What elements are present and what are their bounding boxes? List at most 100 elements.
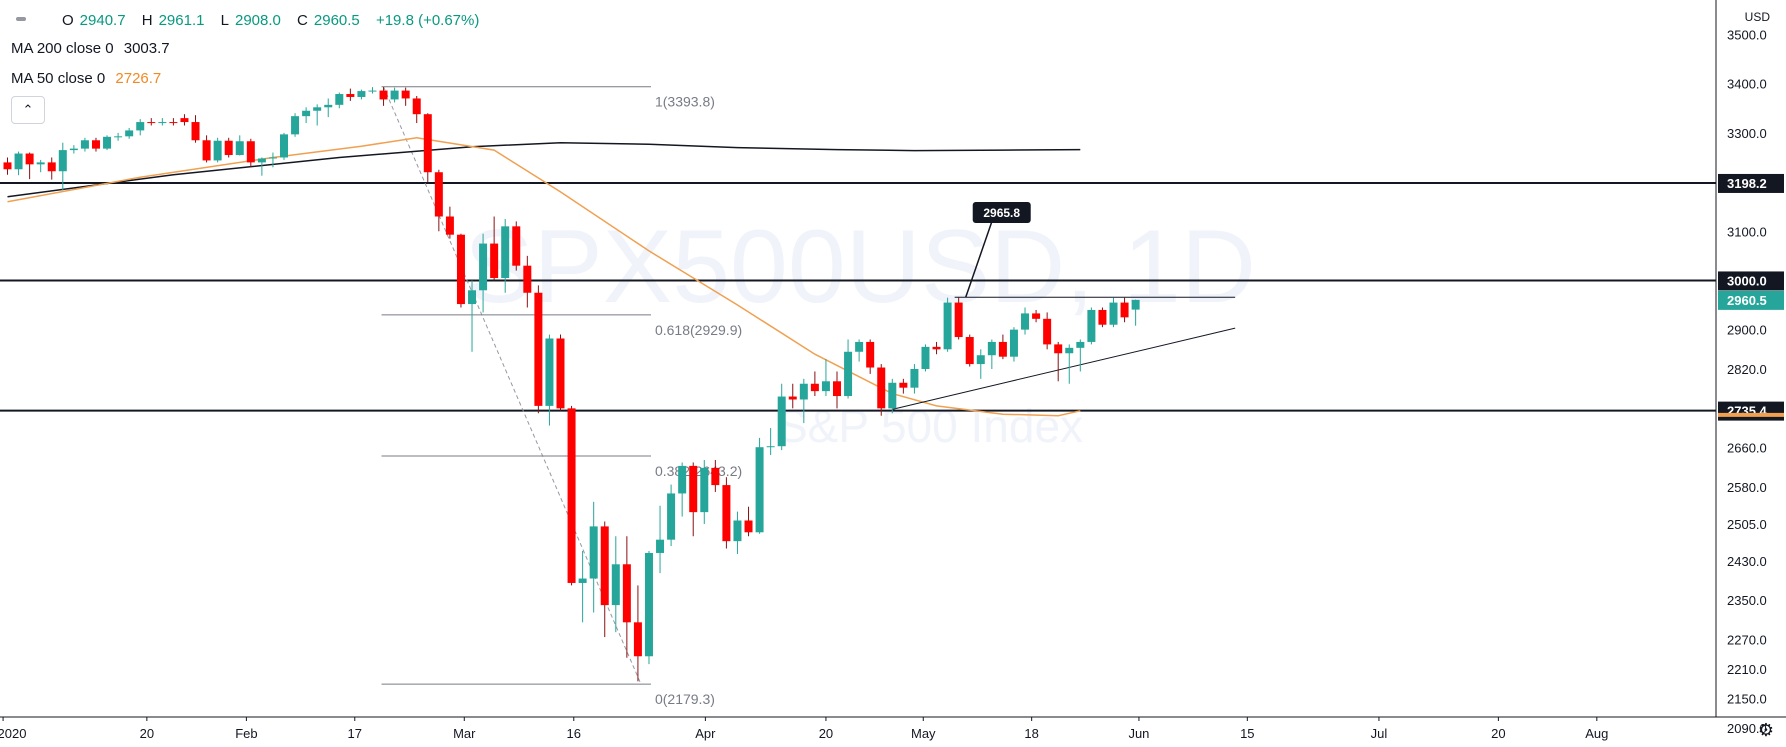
candle-33 [368,87,377,94]
candle-body [158,122,167,124]
candle-87 [965,334,974,367]
candle-78 [866,339,875,374]
candle-body [434,172,443,217]
price-tag-0: 3198.2 [1727,176,1767,191]
candle-body [976,355,985,365]
candle-101 [1120,297,1129,323]
candle-body [689,465,698,513]
y-tick-6: 2505.0 [1727,517,1767,532]
candle-body [1043,318,1052,345]
candle-body [844,351,853,397]
candle-body [224,140,233,156]
ma200-legend[interactable]: MA 200 close 0 3003.7 [11,39,176,59]
candle-86 [954,297,963,340]
y-tick-4: 2350.0 [1727,593,1767,608]
menu-icon[interactable] [11,9,31,29]
x-tick-14: Aug [1585,726,1608,741]
y-tick-10: 2900.0 [1727,323,1767,338]
gear-icon[interactable]: ⚙ [1757,720,1774,740]
candle-body [910,368,919,388]
candle-body [1032,313,1041,319]
candle-2 [25,152,34,180]
candle-42 [468,280,477,352]
ma50-axis-marker [1718,412,1784,417]
candle-body [136,122,145,131]
candle-48 [534,285,543,414]
candle-body [202,140,211,161]
candle-body [280,134,288,158]
candle-84 [932,341,941,355]
candle-31 [346,88,355,101]
x-tick-13: 20 [1491,726,1505,741]
close-value: 2960.5 [313,12,360,29]
candle-body [987,341,996,356]
candle-32 [357,89,366,100]
x-tick-8: May [911,726,936,741]
candle-16 [180,114,189,126]
candle-body [357,91,366,97]
price-tag-1: 3000.0 [1727,273,1767,288]
candle-body [1087,309,1096,342]
candle-17 [191,115,200,143]
ohlc-row: O 2940.7 H 2961.1 L 2908.0 C 2960.5 +19.8 (+… [62,12,480,29]
candle-13 [147,118,156,126]
candle-body [954,302,963,338]
callout-pointer [965,221,993,298]
candle-19 [213,137,222,163]
current-price-tag: 2960.5 [1727,293,1767,308]
candle-24 [268,152,277,168]
y-tick-2: 2210.0 [1727,662,1767,677]
candle-body [302,110,311,117]
candle-98 [1087,307,1096,345]
candle-50 [556,334,565,411]
currency-label: USD [1744,10,1770,24]
candle-body [69,148,78,151]
candle-body [722,485,731,542]
candle-74 [821,359,830,397]
y-tick-13: 3400.0 [1727,77,1767,92]
candle-72 [799,378,808,424]
candle-55 [611,536,620,633]
y-tick-1: 2150.0 [1727,692,1767,707]
candle-4 [47,157,56,180]
candle-body [578,578,587,583]
candle-70 [777,383,786,451]
candle-56 [622,536,631,658]
candle-body [1120,302,1129,318]
price-tag-1-bg [1718,271,1784,291]
candle-body [821,381,830,392]
candle-body [180,118,189,123]
candle-51 [567,405,576,586]
candle-44 [490,216,499,281]
ma50-legend[interactable]: MA 50 close 0 2726.7 [11,69,167,89]
candle-body [36,162,45,165]
candle-71 [788,383,797,409]
candle-body [888,382,897,409]
x-tick-11: 15 [1240,726,1254,741]
ma200-value: 3003.7 [123,40,170,57]
candle-79 [877,364,886,416]
x-tick-2: Feb [235,726,257,741]
candle-body [456,234,465,305]
candle-body [998,341,1007,357]
candle-21 [235,135,244,156]
candle-body [534,292,543,406]
chevron-up-icon[interactable]: ⌃ [11,96,45,124]
candle-body [622,564,631,623]
candle-body [468,290,477,305]
candle-10 [114,132,123,141]
x-tick-12: Jul [1371,726,1388,741]
candle-body [1098,309,1107,325]
candle-body [479,243,488,291]
candle-8 [91,137,100,152]
candle-body [877,367,886,409]
candle-body [191,122,200,141]
candle-11 [125,127,134,139]
candle-22 [246,138,255,168]
candle-body [25,153,34,165]
candle-body [589,526,598,579]
candle-body [656,539,665,553]
candle-38 [423,113,432,183]
fib-label-1: 0.618(2929.9) [655,322,742,338]
